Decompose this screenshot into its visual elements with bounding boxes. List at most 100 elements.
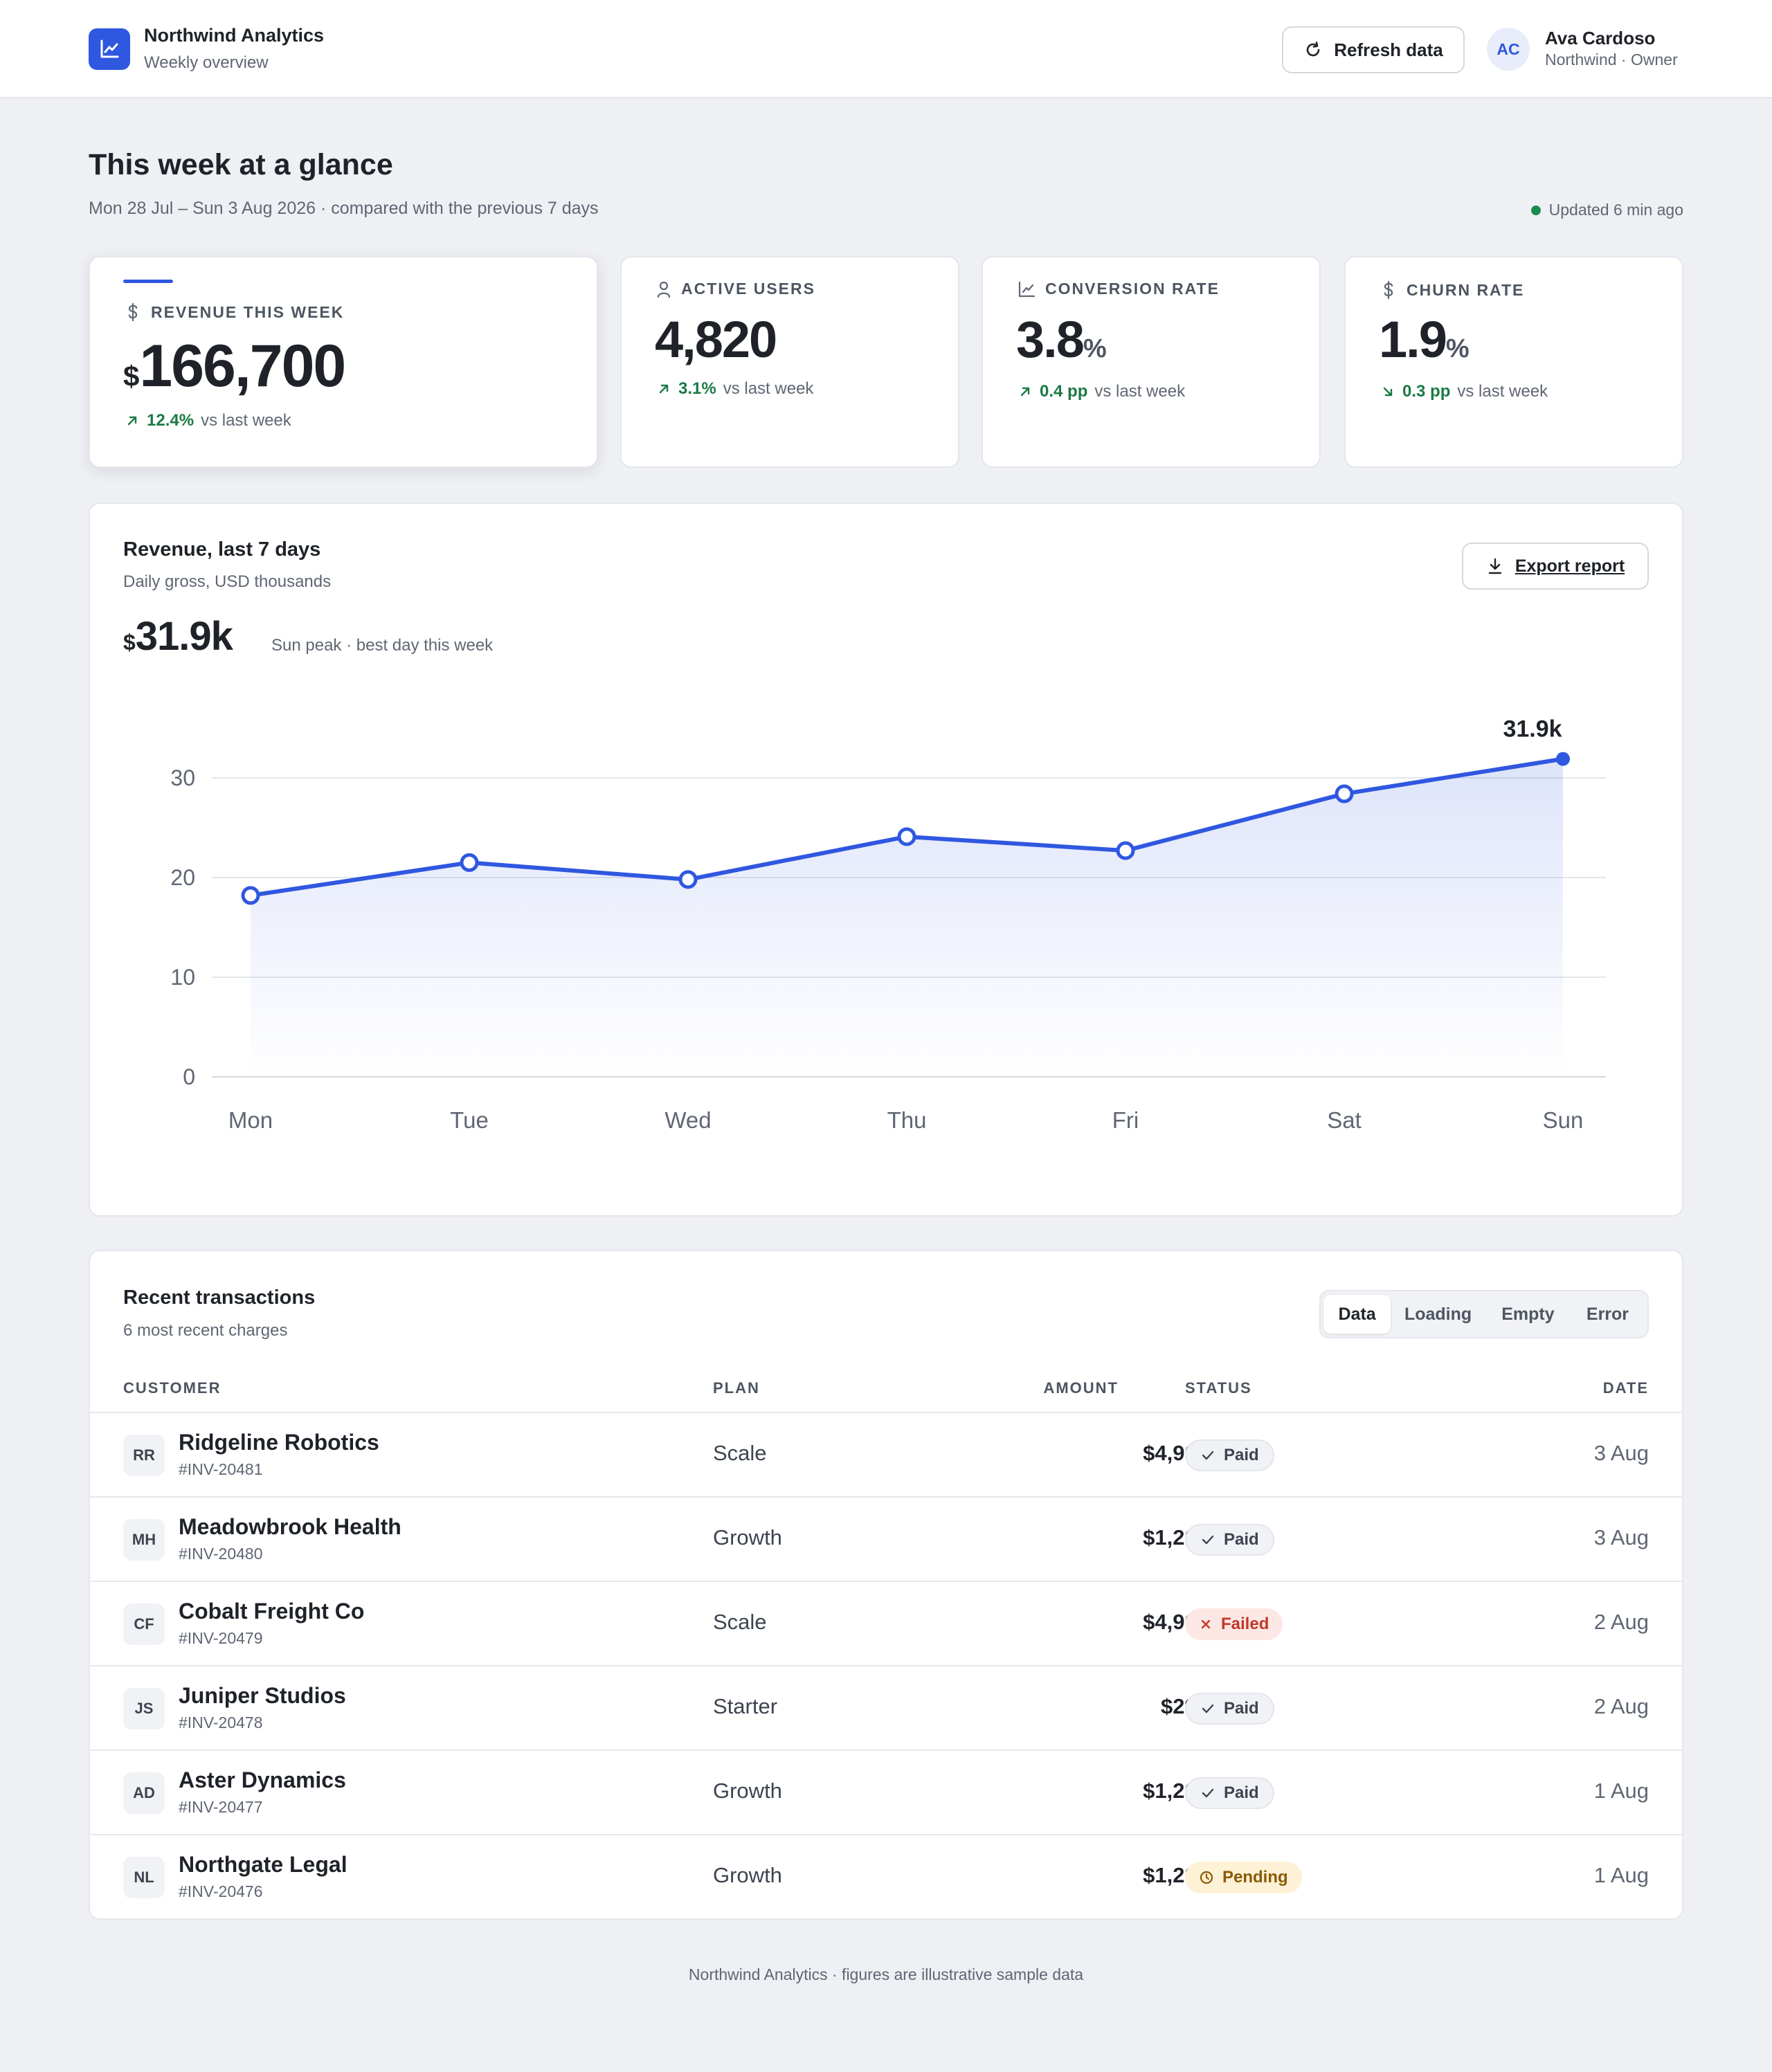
kpi-card-churn-rate[interactable]: CHURN RATE 1.9% 0.3 pp vs last week bbox=[1344, 256, 1683, 468]
status-badge: Failed bbox=[1185, 1608, 1283, 1640]
column-header-date[interactable]: DATE bbox=[1602, 1379, 1649, 1397]
kpi-suffix: % bbox=[1445, 334, 1470, 363]
revenue-line-chart: 0 10 20 30 Mon Tue Wed Thu Fri Sat Sun 31.9k bbox=[170, 716, 1606, 1133]
date: 1 Aug bbox=[1593, 1863, 1649, 1887]
top-bar: Northwind Analytics Weekly overview Refr… bbox=[0, 0, 1772, 98]
status-label: Paid bbox=[1224, 1699, 1259, 1718]
customer-initials: CF bbox=[123, 1603, 165, 1645]
status-label: Paid bbox=[1224, 1446, 1259, 1464]
kpi-delta: 0.4 pp vs last week bbox=[1018, 382, 1185, 401]
invoice-id: #INV-20477 bbox=[179, 1798, 263, 1816]
data-point[interactable] bbox=[460, 853, 479, 872]
clock-icon bbox=[1200, 1871, 1213, 1884]
column-header-plan[interactable]: PLAN bbox=[713, 1379, 760, 1397]
y-tick-label: 10 bbox=[170, 965, 195, 990]
invoice-id: #INV-20481 bbox=[179, 1460, 263, 1478]
customer-initials: JS bbox=[123, 1688, 165, 1729]
user-role: Northwind · Owner bbox=[1545, 51, 1678, 69]
date: 3 Aug bbox=[1593, 1525, 1649, 1550]
footer-note: Northwind Analytics · figures are illust… bbox=[688, 1965, 1084, 1983]
column-header-status[interactable]: STATUS bbox=[1185, 1379, 1252, 1397]
revenue-title: Revenue, last 7 days bbox=[123, 538, 321, 561]
check-icon bbox=[1202, 1788, 1214, 1798]
tab-loading[interactable]: Loading bbox=[1404, 1304, 1472, 1324]
transactions-title: Recent transactions bbox=[123, 1287, 316, 1309]
status-label: Pending bbox=[1222, 1868, 1288, 1887]
status-dot-icon bbox=[1530, 205, 1541, 215]
customer-name[interactable]: Northgate Legal bbox=[179, 1852, 347, 1877]
status-label: Paid bbox=[1224, 1783, 1259, 1802]
kpi-delta: 3.1% vs last week bbox=[656, 379, 813, 399]
export-report-button[interactable]: Export report bbox=[1462, 543, 1649, 590]
x-tick-label: Mon bbox=[228, 1107, 273, 1133]
customer-name[interactable]: Meadowbrook Health bbox=[179, 1514, 401, 1539]
table-row[interactable]: RR Ridgeline Robotics #INV-20481 Scale $4,90… bbox=[90, 1412, 1682, 1496]
x-tick-label: Wed bbox=[664, 1107, 711, 1133]
plan: Growth bbox=[713, 1525, 782, 1550]
y-tick-label: 30 bbox=[170, 765, 195, 790]
line-chart-icon bbox=[100, 39, 119, 58]
brand-logo bbox=[89, 28, 130, 70]
table-row[interactable]: MH Meadowbrook Health #INV-20480 Growth $1,2… bbox=[90, 1496, 1682, 1581]
kpi-value: 4,820 bbox=[655, 311, 777, 368]
refresh-data-button[interactable]: Refresh data bbox=[1282, 26, 1465, 73]
revenue-headline: $31.9k bbox=[123, 614, 233, 659]
customer-name[interactable]: Ridgeline Robotics bbox=[179, 1430, 379, 1455]
kpi-label: CHURN RATE bbox=[1380, 280, 1524, 300]
invoice-id: #INV-20480 bbox=[179, 1545, 263, 1563]
date: 2 Aug bbox=[1593, 1610, 1649, 1634]
invoice-id: #INV-20479 bbox=[179, 1629, 263, 1647]
kpi-prefix: $ bbox=[123, 360, 140, 392]
data-point[interactable] bbox=[897, 827, 916, 846]
tab-error[interactable]: Error bbox=[1586, 1304, 1629, 1324]
transactions-subtitle: 6 most recent charges bbox=[123, 1321, 288, 1340]
dollar-icon bbox=[1384, 280, 1393, 300]
avatar[interactable]: AC bbox=[1487, 28, 1530, 71]
accent-bar bbox=[123, 280, 173, 283]
tab-empty[interactable]: Empty bbox=[1501, 1304, 1555, 1324]
arrow-down-right-icon bbox=[1383, 387, 1393, 397]
plan: Growth bbox=[713, 1863, 782, 1887]
customer-initials: AD bbox=[123, 1772, 165, 1814]
kpi-suffix: % bbox=[1083, 334, 1107, 363]
kpi-label: CONVERSION RATE bbox=[1018, 280, 1220, 298]
customer-name[interactable]: Juniper Studios bbox=[179, 1683, 346, 1708]
x-tick-label: Sat bbox=[1327, 1107, 1362, 1133]
brand-name: Northwind Analytics bbox=[144, 25, 325, 46]
download-icon bbox=[1488, 558, 1502, 574]
revenue-subtitle: Daily gross, USD thousands bbox=[123, 572, 332, 591]
check-icon bbox=[1202, 1704, 1214, 1714]
column-header-amount[interactable]: AMOUNT bbox=[1043, 1379, 1119, 1397]
customer-name[interactable]: Cobalt Freight Co bbox=[179, 1599, 365, 1624]
data-point[interactable] bbox=[241, 886, 260, 905]
table-row[interactable]: NL Northgate Legal #INV-20476 Growth $1,200 P… bbox=[90, 1834, 1682, 1918]
kpi-card-revenue[interactable]: REVENUE THIS WEEK $166,700 12.4% vs last… bbox=[89, 256, 598, 468]
kpi-card-conversion-rate[interactable]: CONVERSION RATE 3.8% 0.4 pp vs last week bbox=[982, 256, 1321, 468]
area-fill bbox=[251, 758, 1563, 1077]
kpi-card-active-users[interactable]: ACTIVE USERS 4,820 3.1% vs last week bbox=[620, 256, 959, 468]
data-point[interactable] bbox=[1116, 841, 1135, 860]
kpi-label: REVENUE THIS WEEK bbox=[125, 302, 344, 322]
status-badge: Paid bbox=[1185, 1524, 1274, 1556]
data-point[interactable] bbox=[1556, 752, 1570, 766]
peak-data-label: 31.9k bbox=[1503, 716, 1562, 743]
column-header-customer[interactable]: CUSTOMER bbox=[123, 1379, 222, 1397]
table-row[interactable]: AD Aster Dynamics #INV-20477 Growth $1,200 Pa… bbox=[90, 1750, 1682, 1834]
y-tick-label: 20 bbox=[170, 865, 195, 890]
y-tick-label: 0 bbox=[183, 1064, 195, 1089]
data-point[interactable] bbox=[678, 870, 698, 889]
plan: Scale bbox=[713, 1441, 767, 1465]
table-row[interactable]: CF Cobalt Freight Co #INV-20479 Scale $4,900… bbox=[90, 1581, 1682, 1665]
kpi-label: ACTIVE USERS bbox=[656, 280, 815, 298]
transactions-card bbox=[89, 1250, 1683, 1920]
status-badge: Paid bbox=[1185, 1439, 1274, 1471]
data-point[interactable] bbox=[1335, 784, 1354, 803]
line-chart-icon bbox=[1018, 281, 1036, 297]
customer-name[interactable]: Aster Dynamics bbox=[179, 1767, 346, 1792]
x-tick-label: Fri bbox=[1112, 1107, 1139, 1133]
tab-data[interactable]: Data bbox=[1323, 1295, 1391, 1334]
view-state-tabs: Data Loading Empty Error bbox=[1319, 1290, 1649, 1338]
kpi-delta: 12.4% vs last week bbox=[125, 411, 291, 430]
plan: Scale bbox=[713, 1610, 767, 1634]
